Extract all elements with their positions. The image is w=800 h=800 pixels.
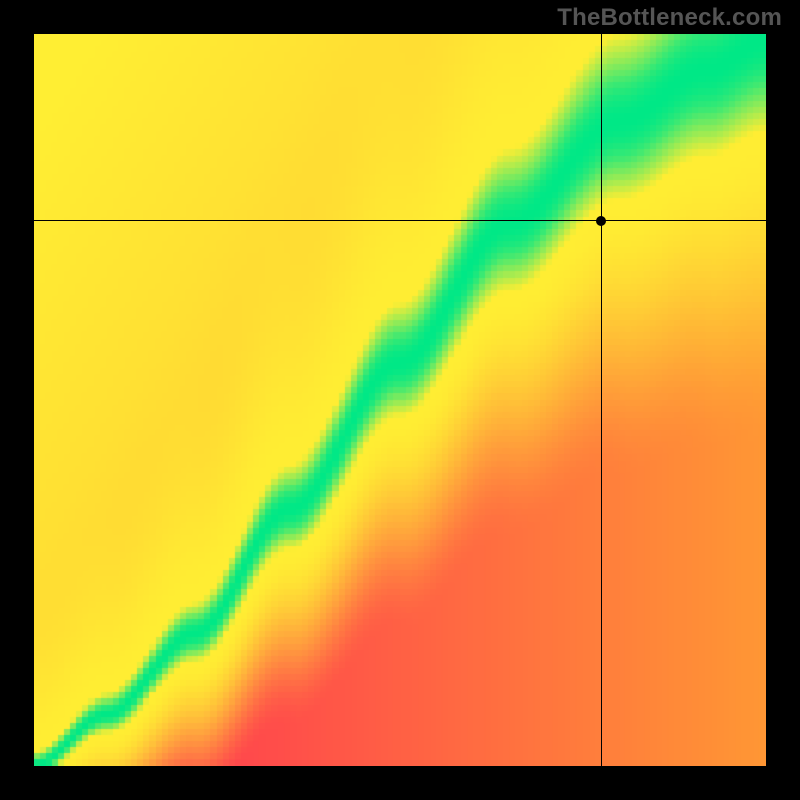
plot-area (34, 34, 766, 766)
heatmap-canvas (34, 34, 766, 766)
crosshair-vertical (601, 34, 602, 766)
crosshair-marker (596, 216, 606, 226)
chart-container: TheBottleneck.com (0, 0, 800, 800)
watermark-text: TheBottleneck.com (557, 4, 782, 32)
crosshair-horizontal (34, 220, 766, 221)
